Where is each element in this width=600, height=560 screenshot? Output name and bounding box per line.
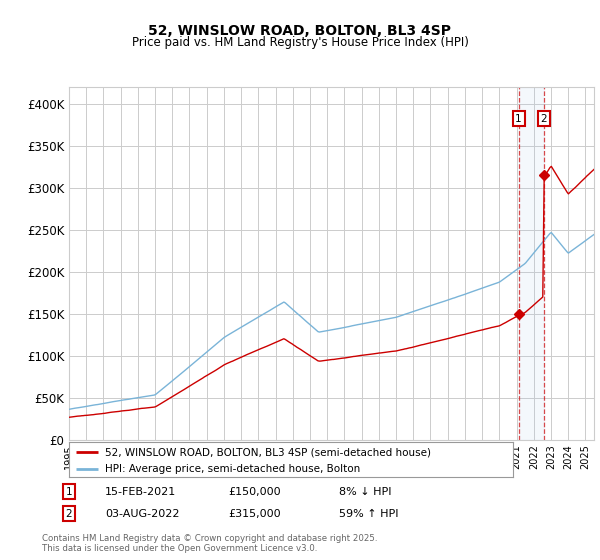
- Text: 2: 2: [541, 114, 547, 124]
- Text: 03-AUG-2022: 03-AUG-2022: [105, 508, 179, 519]
- Text: £315,000: £315,000: [228, 508, 281, 519]
- Text: 59% ↑ HPI: 59% ↑ HPI: [339, 508, 398, 519]
- Text: Contains HM Land Registry data © Crown copyright and database right 2025.
This d: Contains HM Land Registry data © Crown c…: [42, 534, 377, 553]
- Text: 1: 1: [515, 114, 522, 124]
- Text: 52, WINSLOW ROAD, BOLTON, BL3 4SP (semi-detached house): 52, WINSLOW ROAD, BOLTON, BL3 4SP (semi-…: [104, 447, 431, 457]
- Text: HPI: Average price, semi-detached house, Bolton: HPI: Average price, semi-detached house,…: [104, 464, 360, 474]
- Text: 1: 1: [65, 487, 73, 497]
- Text: £150,000: £150,000: [228, 487, 281, 497]
- Text: 15-FEB-2021: 15-FEB-2021: [105, 487, 176, 497]
- Text: Price paid vs. HM Land Registry's House Price Index (HPI): Price paid vs. HM Land Registry's House …: [131, 36, 469, 49]
- Text: 52, WINSLOW ROAD, BOLTON, BL3 4SP: 52, WINSLOW ROAD, BOLTON, BL3 4SP: [149, 24, 452, 38]
- Text: 8% ↓ HPI: 8% ↓ HPI: [339, 487, 391, 497]
- Bar: [518, 87, 544, 440]
- Text: 2: 2: [65, 508, 73, 519]
